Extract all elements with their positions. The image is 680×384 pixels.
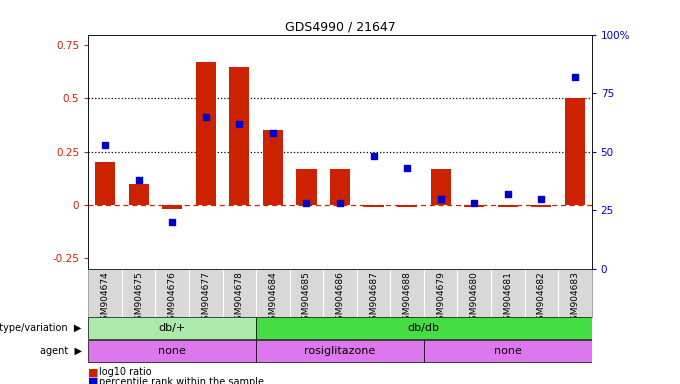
Text: GSM904683: GSM904683 xyxy=(571,271,579,326)
Text: genotype/variation  ▶: genotype/variation ▶ xyxy=(0,323,82,333)
Text: GSM904679: GSM904679 xyxy=(436,271,445,326)
Bar xyxy=(129,184,149,205)
Point xyxy=(167,219,177,225)
Text: GSM904688: GSM904688 xyxy=(403,271,411,326)
Text: db/db: db/db xyxy=(408,323,440,333)
Title: GDS4990 / 21647: GDS4990 / 21647 xyxy=(285,20,395,33)
Bar xyxy=(256,317,592,339)
Bar xyxy=(163,205,182,209)
Point xyxy=(569,74,580,80)
Text: GSM904682: GSM904682 xyxy=(537,271,546,326)
Point xyxy=(503,191,513,197)
Text: ■: ■ xyxy=(88,377,99,384)
Bar xyxy=(88,340,256,362)
Point xyxy=(100,142,111,148)
Text: percentile rank within the sample: percentile rank within the sample xyxy=(99,377,264,384)
Point xyxy=(402,165,413,171)
Text: rosiglitazone: rosiglitazone xyxy=(305,346,375,356)
Text: GSM904680: GSM904680 xyxy=(470,271,479,326)
Bar xyxy=(464,205,484,207)
Bar xyxy=(498,205,517,207)
Point xyxy=(234,121,245,127)
Point xyxy=(368,153,379,159)
Text: none: none xyxy=(494,346,522,356)
Text: GSM904678: GSM904678 xyxy=(235,271,244,326)
Bar xyxy=(88,317,256,339)
Text: GSM904687: GSM904687 xyxy=(369,271,378,326)
Text: GSM904675: GSM904675 xyxy=(134,271,143,326)
Bar xyxy=(397,205,417,207)
Point xyxy=(469,200,479,206)
Bar xyxy=(424,340,592,362)
Text: GSM904684: GSM904684 xyxy=(269,271,277,326)
Text: log10 ratio: log10 ratio xyxy=(99,367,151,377)
Text: agent  ▶: agent ▶ xyxy=(39,346,82,356)
Point xyxy=(133,177,144,183)
Text: GSM904681: GSM904681 xyxy=(503,271,512,326)
Text: GSM904677: GSM904677 xyxy=(201,271,210,326)
Bar xyxy=(229,66,250,205)
Text: GSM904686: GSM904686 xyxy=(335,271,345,326)
Text: GSM904676: GSM904676 xyxy=(168,271,177,326)
Point xyxy=(201,114,211,120)
Text: db/+: db/+ xyxy=(158,323,186,333)
Bar xyxy=(364,205,384,207)
Point xyxy=(301,200,312,206)
Bar xyxy=(531,205,551,207)
Bar xyxy=(430,169,451,205)
Bar xyxy=(263,131,283,205)
Bar xyxy=(95,162,115,205)
Text: GSM904674: GSM904674 xyxy=(101,271,109,326)
Bar xyxy=(196,62,216,205)
Point xyxy=(435,195,446,202)
Text: GSM904685: GSM904685 xyxy=(302,271,311,326)
Bar xyxy=(296,169,316,205)
Point xyxy=(536,195,547,202)
Bar xyxy=(565,98,585,205)
Point xyxy=(335,200,345,206)
Text: ■: ■ xyxy=(88,367,99,377)
Text: none: none xyxy=(158,346,186,356)
Point xyxy=(267,130,278,136)
Bar xyxy=(330,169,350,205)
Bar xyxy=(256,340,424,362)
